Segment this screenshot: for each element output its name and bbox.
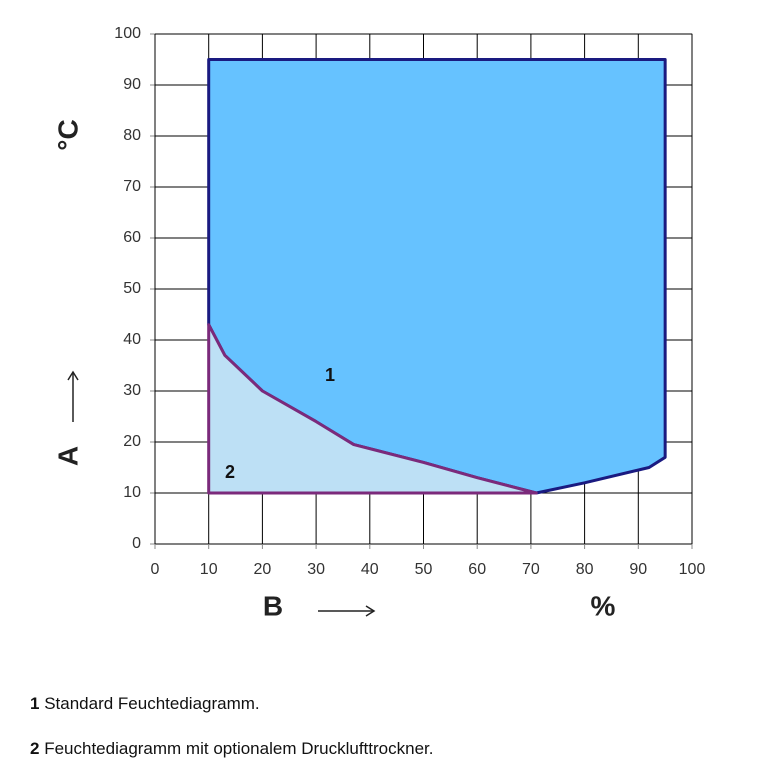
x-tick-label: 70 [522, 561, 540, 578]
note-number: 1 [30, 694, 40, 713]
x-arrow-head [365, 605, 376, 617]
x-tick-label: 40 [361, 561, 379, 578]
y-tick-label: 30 [123, 382, 141, 399]
note: 1 Standard Feuchtediagramm. [30, 694, 260, 714]
x-tick-label: 0 [151, 561, 160, 578]
y-tick-label: 70 [123, 178, 141, 195]
x-axis-unit: % [591, 590, 616, 621]
x-tick-label: 60 [468, 561, 486, 578]
area-label: 2 [225, 462, 235, 482]
y-tick-label: 40 [123, 331, 141, 348]
y-axis-label: A [52, 446, 83, 466]
x-tick-label: 100 [679, 561, 706, 578]
note-text: Feuchtediagramm mit optionalem Druckluft… [44, 739, 434, 758]
note-number: 2 [30, 739, 40, 758]
x-tick-label: 30 [307, 561, 325, 578]
area-label: 1 [325, 365, 335, 385]
x-tick-label: 10 [200, 561, 218, 578]
y-tick-label: 20 [123, 433, 141, 450]
x-tick-label: 50 [415, 561, 433, 578]
note-text: Standard Feuchtediagramm. [44, 694, 260, 713]
area [207, 323, 538, 495]
x-tick-label: 90 [629, 561, 647, 578]
y-tick-label: 100 [114, 25, 141, 42]
chart: B % A °C 0 10 20 30 40 50 60 70 80 90 100 0 10 20 30 40… [52, 25, 706, 621]
y-tick-label: 10 [123, 484, 141, 501]
x-tick-label: 80 [576, 561, 594, 578]
y-tick-label: 50 [123, 280, 141, 297]
x-axis-label: B [263, 590, 283, 621]
x-tick-label: 20 [254, 561, 272, 578]
y-tick-label: 90 [123, 76, 141, 93]
y-tick-label: 60 [123, 229, 141, 246]
y-arrow-head [67, 370, 79, 381]
y-tick-label: 80 [123, 127, 141, 144]
note: 2 Feuchtediagramm mit optionalem Drucklu… [30, 739, 433, 759]
y-axis-unit: °C [52, 119, 83, 150]
y-tick-label: 0 [132, 535, 141, 552]
